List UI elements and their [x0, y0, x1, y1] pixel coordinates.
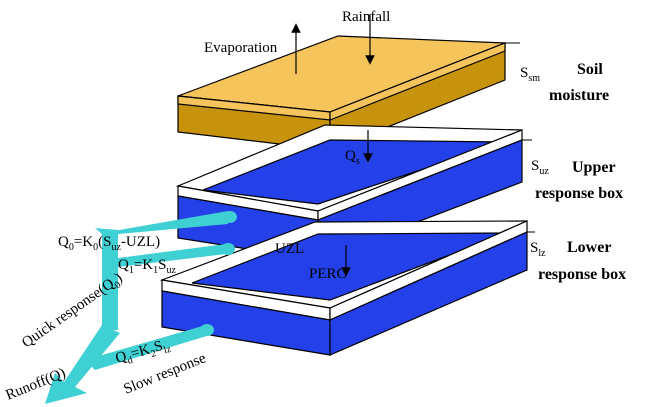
rainfall-label: Rainfall — [342, 9, 390, 25]
outflow-arrows — [45, 211, 237, 404]
soil-top-layer-right — [329, 42, 506, 121]
q0-outflow — [108, 211, 228, 235]
soil-moisture-title-line2: moisture — [549, 87, 609, 104]
lower-response-box — [159, 220, 528, 356]
slz-label: Slz — [530, 240, 546, 259]
runoff-arrow — [45, 325, 120, 404]
ssm-label: Ssm — [520, 65, 540, 84]
uzl-label: UZL — [275, 241, 304, 257]
upper-response-title-line2: response box — [535, 185, 623, 202]
q0-outlet — [223, 211, 237, 223]
q1-equation: Q1=K1Suz — [118, 257, 176, 276]
soil-moisture-title-line1: Soil — [577, 61, 603, 78]
q1-outflow — [118, 244, 226, 267]
suz-label: Suz — [531, 158, 549, 177]
q1-outlet — [221, 243, 235, 255]
q0-equation: Q0=K0(Suz-UZL) — [58, 234, 160, 253]
qs-label: Qs — [345, 148, 360, 167]
lower-right-water — [329, 231, 528, 356]
evaporation-label: Evaporation — [204, 40, 278, 56]
quick-response-channel — [95, 228, 118, 330]
qd-outlet — [200, 324, 214, 336]
perc-label: PERC — [309, 266, 347, 282]
qd-outflow — [85, 325, 210, 370]
lower-response-title-line1: Lower — [567, 239, 611, 256]
soil-moisture-box — [177, 35, 506, 151]
qd-equation: Qd=K2Slz — [114, 336, 173, 370]
upper-response-title-line1: Upper — [572, 159, 616, 176]
lower-response-title-line2: response box — [538, 266, 626, 283]
